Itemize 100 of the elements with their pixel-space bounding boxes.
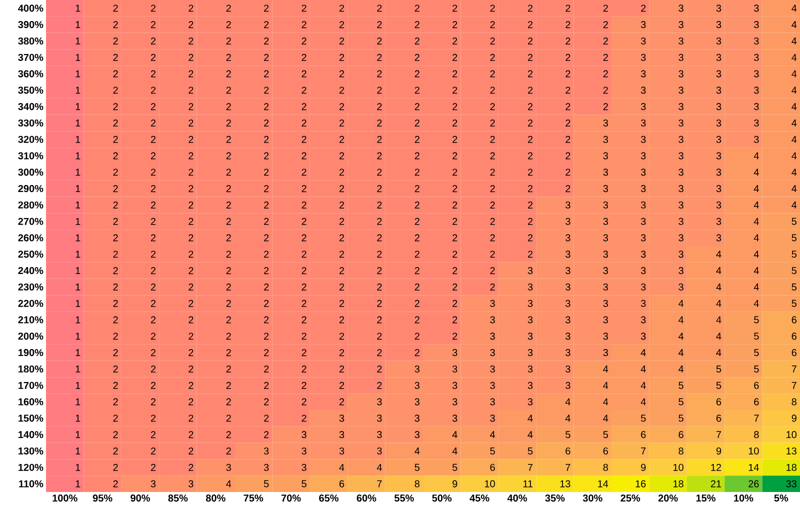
data-label: 2 <box>377 38 382 44</box>
data-label: 3 <box>754 86 759 94</box>
data-label: 2 <box>226 382 231 389</box>
data-label: 2 <box>264 234 269 242</box>
data-label: 1 <box>76 414 80 422</box>
data-label: 2 <box>188 218 194 225</box>
data-label: 2 <box>339 332 344 340</box>
data-label: 2 <box>377 332 382 340</box>
data-label: 2 <box>264 414 269 422</box>
data-label: 2 <box>452 38 458 44</box>
data-label: 2 <box>603 103 608 110</box>
data-label: 3 <box>603 185 608 192</box>
data-label: 2 <box>603 38 608 44</box>
data-label: 2 <box>150 54 156 61</box>
data-label: 3 <box>603 119 608 127</box>
data-label: 2 <box>528 4 533 12</box>
data-label: 2 <box>377 70 382 78</box>
data-label: 3 <box>678 37 684 45</box>
data-label: 3 <box>452 382 458 389</box>
data-label: 2 <box>528 136 533 143</box>
x-tick-label: 45% <box>470 494 490 502</box>
data-label: 2 <box>264 185 269 192</box>
data-label: 3 <box>414 414 420 422</box>
data-label: 3 <box>754 136 759 143</box>
data-label: 2 <box>302 38 306 44</box>
data-label: 2 <box>226 218 231 225</box>
data-label: 2 <box>452 332 458 340</box>
data-label: 3 <box>566 300 570 307</box>
data-label: 2 <box>452 21 458 28</box>
data-label: 2 <box>113 300 118 307</box>
data-label: 2 <box>113 366 118 372</box>
x-tick-label: 75% <box>244 494 264 502</box>
data-label: 2 <box>226 103 231 110</box>
data-label: 2 <box>264 218 269 225</box>
y-tick-label: 320% <box>18 136 44 143</box>
data-label: 1 <box>76 152 80 160</box>
data-label: 3 <box>566 382 570 389</box>
data-label: 3 <box>566 349 570 356</box>
data-label: 6 <box>678 431 684 438</box>
data-label: 2 <box>264 202 269 208</box>
data-label: 2 <box>414 218 420 225</box>
data-label: 9 <box>716 447 722 455</box>
data-label: 3 <box>566 250 570 258</box>
data-label: 3 <box>566 218 570 225</box>
data-label: 4 <box>754 168 759 176</box>
data-label: 2 <box>113 316 118 324</box>
data-label: 2 <box>528 54 533 61</box>
data-label: 2 <box>113 185 118 192</box>
data-label: 1 <box>76 464 80 471</box>
data-label: 2 <box>452 267 458 274</box>
data-label: 2 <box>150 103 156 110</box>
data-label: 2 <box>264 136 269 143</box>
data-label: 2 <box>452 4 458 12</box>
data-label: 4 <box>792 202 797 208</box>
data-label: 13 <box>560 480 570 488</box>
data-label: 1 <box>76 38 80 44</box>
data-label: 4 <box>792 4 797 12</box>
data-label: 2 <box>452 218 458 225</box>
data-label: 5 <box>716 366 722 372</box>
data-label: 5 <box>452 464 458 471</box>
data-label: 2 <box>377 4 382 12</box>
data-label: 2 <box>226 234 231 242</box>
data-label: 4 <box>754 300 759 307</box>
data-label: 2 <box>113 218 118 225</box>
y-tick-label: 300% <box>18 168 44 176</box>
data-label: 2 <box>339 54 344 61</box>
data-label: 3 <box>640 250 646 258</box>
data-label: 1 <box>76 332 80 340</box>
data-label: 5 <box>754 349 759 356</box>
y-tick-label: 360% <box>18 70 44 78</box>
data-label: 2 <box>150 431 156 438</box>
data-label: 2 <box>188 431 194 438</box>
data-label: 4 <box>452 448 458 454</box>
data-label: 5 <box>754 332 759 340</box>
data-label: 2 <box>113 21 118 28</box>
data-label: 4 <box>754 152 759 160</box>
data-label: 2 <box>188 234 194 242</box>
data-label: 3 <box>490 332 495 340</box>
data-label: 2 <box>226 250 231 258</box>
data-label: 1 <box>76 185 80 192</box>
data-label: 6 <box>641 431 646 438</box>
data-label: 2 <box>641 4 646 12</box>
data-label: 2 <box>603 21 608 28</box>
y-tick-label: 330% <box>18 119 44 127</box>
data-label: 2 <box>113 38 118 44</box>
y-tick-label: 290% <box>18 185 44 192</box>
data-label: 1 <box>76 4 80 12</box>
data-label: 2 <box>377 202 382 208</box>
data-label: 7 <box>792 366 796 372</box>
data-label: 2 <box>414 4 420 12</box>
data-label: 5 <box>754 366 759 372</box>
y-tick-label: 150% <box>18 414 44 422</box>
data-label: 4 <box>678 366 684 372</box>
data-label: 2 <box>302 168 306 176</box>
data-label: 2 <box>452 152 458 160</box>
data-label: 3 <box>640 234 646 242</box>
data-label: 2 <box>490 218 495 225</box>
data-label: 2 <box>339 398 344 406</box>
y-tick-label: 310% <box>18 152 44 160</box>
data-label: 2 <box>452 250 458 258</box>
